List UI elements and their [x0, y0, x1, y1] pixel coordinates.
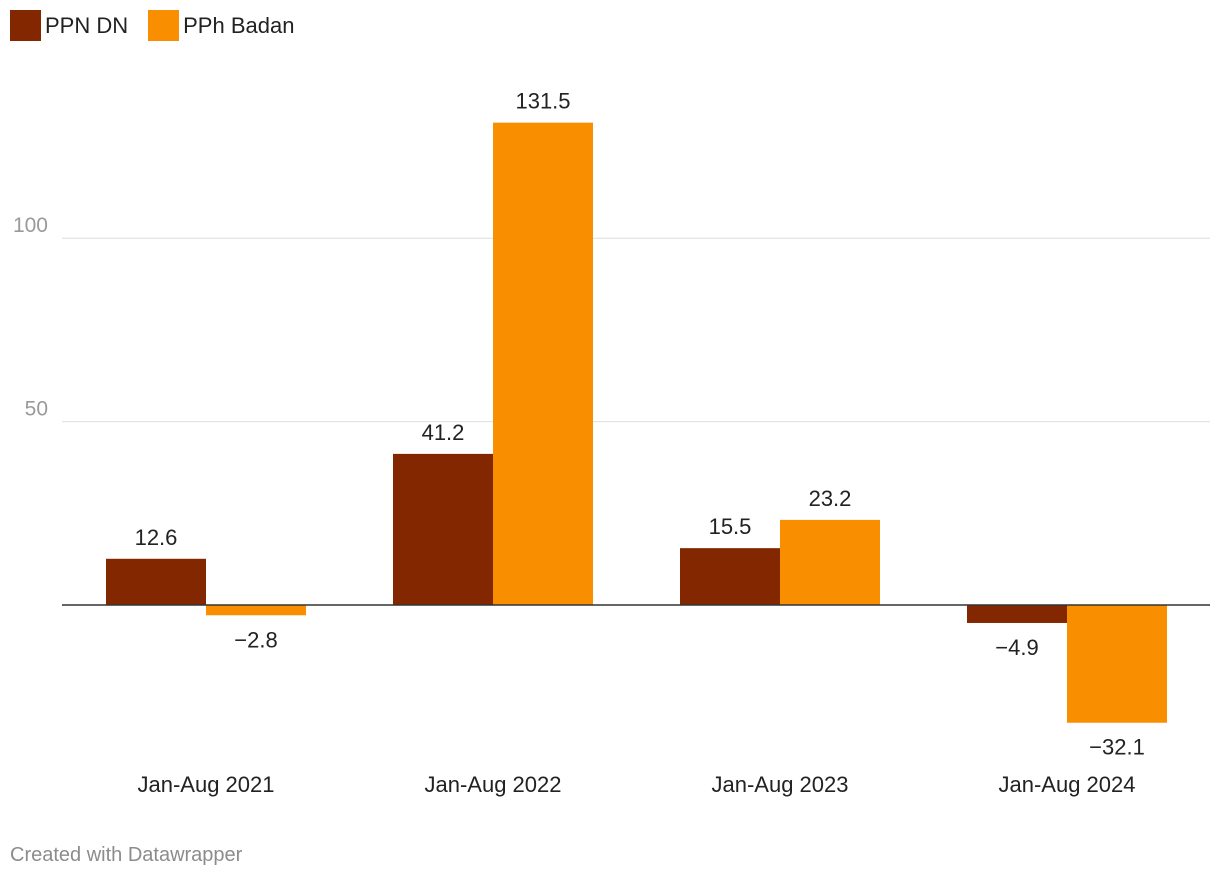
data-label-pph-badan-3: 23.2: [809, 486, 852, 511]
bar-ppn-dn-3: [680, 548, 780, 605]
y-tick-label-100: 100: [13, 214, 48, 237]
bar-ppn-dn-2: [393, 453, 493, 605]
legend-swatch-pph-badan: [148, 10, 180, 41]
data-label-ppn-dn-4: −4.9: [995, 635, 1038, 660]
bar-pph-badan-3: [780, 519, 880, 605]
legend-label-ppn-dn: PPN DN: [45, 12, 129, 38]
data-label-pph-badan-1: −2.8: [234, 627, 277, 652]
bar-pph-badan-4: [1067, 605, 1167, 723]
data-label-ppn-dn-3: 15.5: [709, 514, 752, 539]
footer-credit: Created with Datawrapper: [10, 844, 243, 866]
legend-item-pph-badan: PPh Badan: [148, 10, 294, 41]
legend: PPN DN PPh Badan: [10, 10, 314, 41]
x-tick-label-4: Jan-Aug 2024: [999, 772, 1136, 797]
data-label-ppn-dn-2: 41.2: [422, 420, 465, 445]
x-tick-label-2: Jan-Aug 2022: [425, 772, 562, 797]
bar-ppn-dn-4: [967, 605, 1067, 623]
data-label-ppn-dn-1: 12.6: [135, 525, 178, 550]
bar-ppn-dn-1: [106, 558, 206, 605]
y-tick-label-50: 50: [25, 398, 48, 421]
bar-pph-badan-1: [206, 605, 306, 616]
x-tick-label-1: Jan-Aug 2021: [138, 772, 275, 797]
bar-pph-badan-2: [493, 122, 593, 606]
data-label-pph-badan-4: −32.1: [1089, 735, 1145, 760]
legend-swatch-ppn-dn: [10, 10, 41, 41]
x-tick-label-3: Jan-Aug 2023: [712, 772, 849, 797]
legend-item-ppn-dn: PPN DN: [10, 10, 128, 41]
data-label-pph-badan-2: 131.5: [515, 89, 570, 114]
legend-label-pph-badan: PPh Badan: [183, 12, 295, 38]
